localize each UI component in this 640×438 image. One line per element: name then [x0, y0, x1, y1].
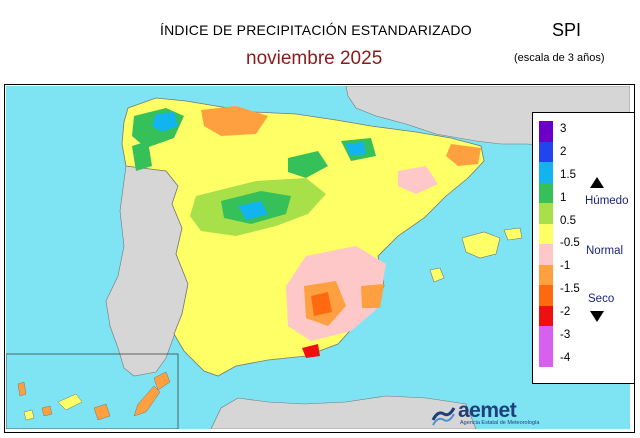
- legend-label: -1: [560, 260, 571, 272]
- legend-swatch: [539, 203, 553, 224]
- extreme-dry-south: [302, 344, 320, 358]
- canary-tenerife: [57, 393, 83, 411]
- legend-swatch: [539, 223, 553, 244]
- spi-legend: 3 2 1.5 1 0.5 -0.5 -1 -1.5 -2 -3 -4 Húme…: [532, 112, 635, 384]
- dry-northeast: [446, 144, 481, 166]
- canary-la-gomera: [41, 405, 53, 417]
- very-dry-southeast: [311, 292, 332, 316]
- category-normal: Normal: [586, 245, 624, 257]
- legend-swatch: [539, 305, 553, 326]
- dry-north: [201, 106, 268, 136]
- legend-label: 1: [560, 192, 567, 204]
- legend-swatch: [539, 121, 553, 142]
- map-title: ÍNDICE DE PRECIPITACIÓN ESTANDARIZADO: [160, 22, 472, 38]
- canary-gran-canaria: [93, 403, 111, 421]
- legend-label: 1.5: [560, 169, 576, 181]
- legend-color-bar: [539, 121, 553, 367]
- legend-swatch: [539, 346, 553, 367]
- category-dry: Seco: [588, 293, 615, 305]
- aemet-logo-icon: [431, 407, 456, 426]
- ibiza: [429, 267, 445, 283]
- legend-swatch: [539, 244, 553, 265]
- category-wet: Húmedo: [585, 195, 629, 207]
- wet-west: [132, 141, 152, 171]
- aemet-logo-wordmark: aemet: [458, 399, 517, 422]
- canary-fuerteventura: [133, 385, 161, 417]
- menorca: [503, 227, 523, 241]
- legend-label: -3: [560, 329, 571, 341]
- legend-label: -4: [560, 352, 571, 364]
- legend-label: 0.5: [560, 215, 576, 227]
- canary-el-hierro: [23, 409, 35, 421]
- map-period: noviembre 2025: [246, 48, 383, 69]
- canary-lanzarote: [153, 371, 171, 391]
- spi-map: [6, 86, 630, 429]
- dry-levante: [361, 284, 384, 308]
- canary-la-palma: [17, 381, 27, 397]
- legend-swatch: [539, 264, 553, 285]
- africa-land: [210, 395, 477, 429]
- canary-inset-border: [6, 353, 179, 429]
- legend-label: 2: [560, 146, 567, 158]
- very-wet-galicia: [152, 112, 178, 132]
- legend-swatch: [539, 182, 553, 203]
- legend-label: -0.5: [560, 237, 580, 249]
- very-wet-center: [238, 201, 268, 220]
- legend-swatch: [539, 162, 553, 183]
- scale-note: (escala de 3 años): [514, 52, 605, 64]
- legend-swatch: [539, 141, 553, 162]
- wet-arrow-up-icon: [590, 177, 604, 188]
- dry-arrow-down-icon: [590, 311, 604, 322]
- legend-label: -2: [560, 306, 571, 318]
- wet-north-central: [288, 151, 328, 178]
- legend-swatch: [539, 326, 553, 347]
- legend-swatch: [539, 285, 553, 306]
- aemet-logo-tagline: Agencia Estatal de Meteorología: [460, 420, 540, 426]
- legend-label: 3: [560, 123, 567, 135]
- dry-ebro: [398, 166, 438, 194]
- mallorca: [461, 231, 501, 259]
- very-wet-iberian: [346, 142, 366, 156]
- index-name: SPI: [552, 20, 582, 40]
- legend-label: -1.5: [560, 283, 580, 295]
